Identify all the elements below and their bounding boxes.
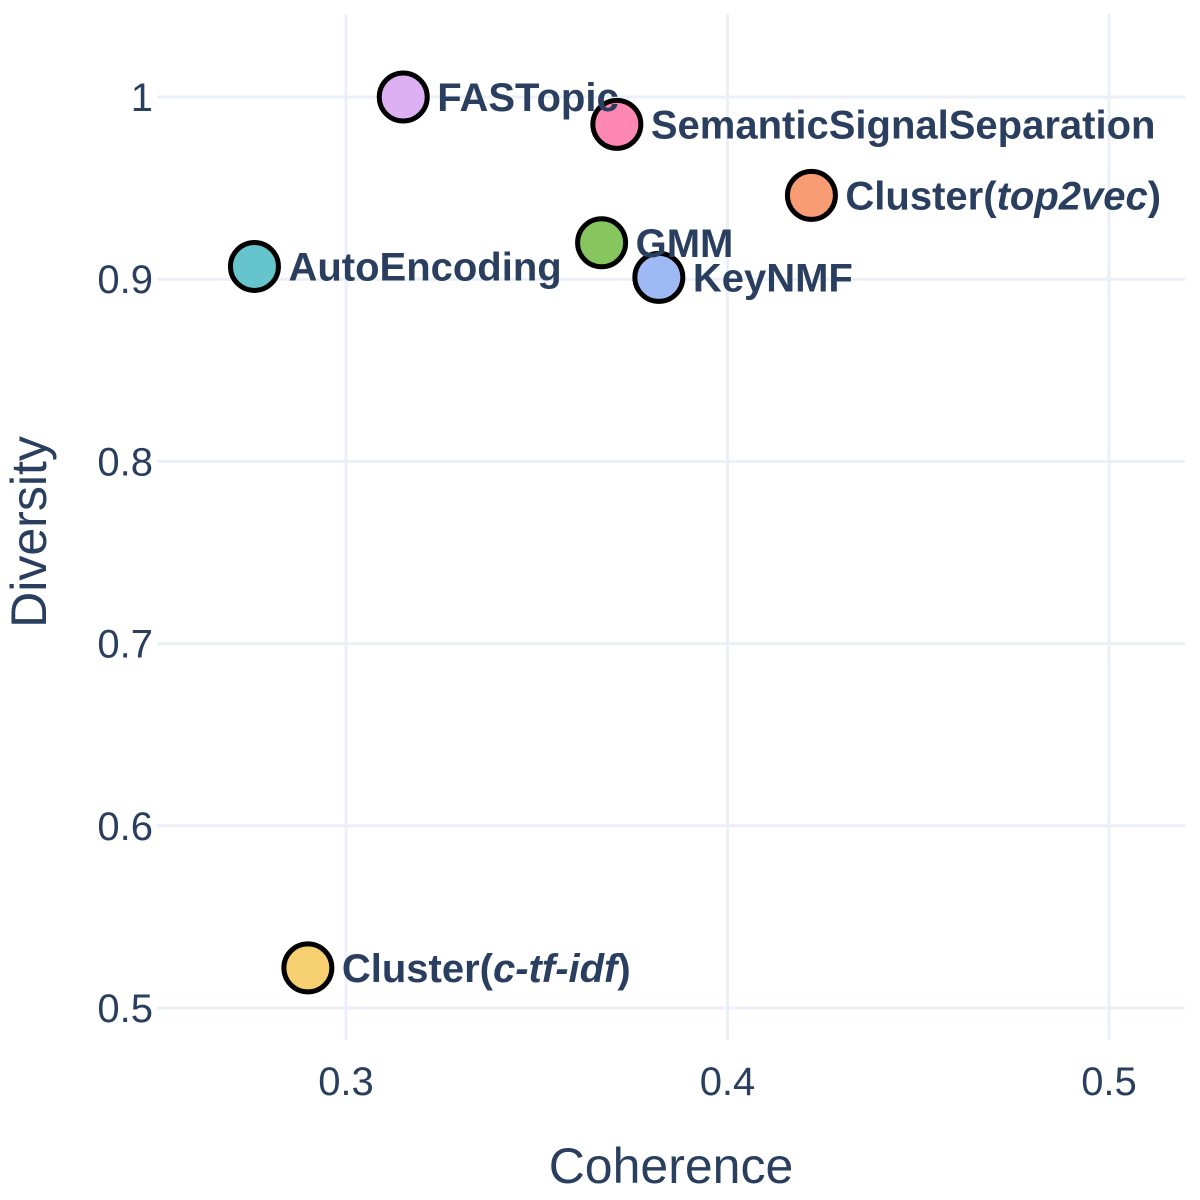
data-point (784, 168, 838, 222)
tick-labels: 0.5 0.6 0.7 0.8 0.9 1 0.3 0.4 0.5 (97, 76, 1136, 1104)
y-tick-label: 0.9 (97, 258, 153, 302)
data-label: GMM (636, 222, 734, 266)
data-label-part: ) (1148, 174, 1161, 218)
data-label-part: Cluster( (342, 947, 494, 991)
x-tick-label: 0.5 (1081, 1060, 1137, 1104)
y-tick-label: 0.8 (97, 440, 153, 484)
data-label-part: GMM (636, 222, 734, 266)
data-label: SemanticSignalSeparation (651, 103, 1156, 147)
data-label: Cluster(top2vec) (845, 174, 1161, 218)
data-label-part: Cluster( (845, 174, 997, 218)
data-label-part: KeyNMF (693, 256, 853, 300)
data-points (227, 70, 838, 995)
data-label-part: AutoEncoding (288, 245, 561, 289)
y-tick-label: 0.5 (97, 987, 153, 1031)
gridlines (157, 14, 1185, 1040)
y-tick-label: 1 (131, 76, 153, 120)
data-point (227, 239, 281, 293)
data-labels: FASTopic SemanticSignalSeparation Cluster(… (288, 76, 1161, 991)
x-axis-title: Coherence (549, 1138, 794, 1194)
data-point (575, 216, 629, 270)
data-label-part: c-tf-idf (493, 947, 621, 991)
data-label-part: FASTopic (437, 76, 618, 120)
x-tick-label: 0.4 (700, 1060, 756, 1104)
data-point (632, 250, 686, 304)
y-tick-label: 0.7 (97, 623, 153, 667)
data-label-part: top2vec (997, 174, 1148, 218)
y-axis-title: Diversity (1, 436, 57, 628)
data-label-part: ) (617, 947, 630, 991)
data-label: AutoEncoding (288, 245, 561, 289)
data-point (281, 941, 335, 995)
y-tick-label: 0.6 (97, 805, 153, 849)
data-label-part: SemanticSignalSeparation (651, 103, 1156, 147)
data-point (590, 97, 644, 151)
data-label: KeyNMF (693, 256, 853, 300)
data-label: FASTopic (437, 76, 618, 120)
x-tick-label: 0.3 (318, 1060, 374, 1104)
data-label: Cluster(c-tf-idf) (342, 947, 631, 991)
data-point (376, 70, 430, 124)
